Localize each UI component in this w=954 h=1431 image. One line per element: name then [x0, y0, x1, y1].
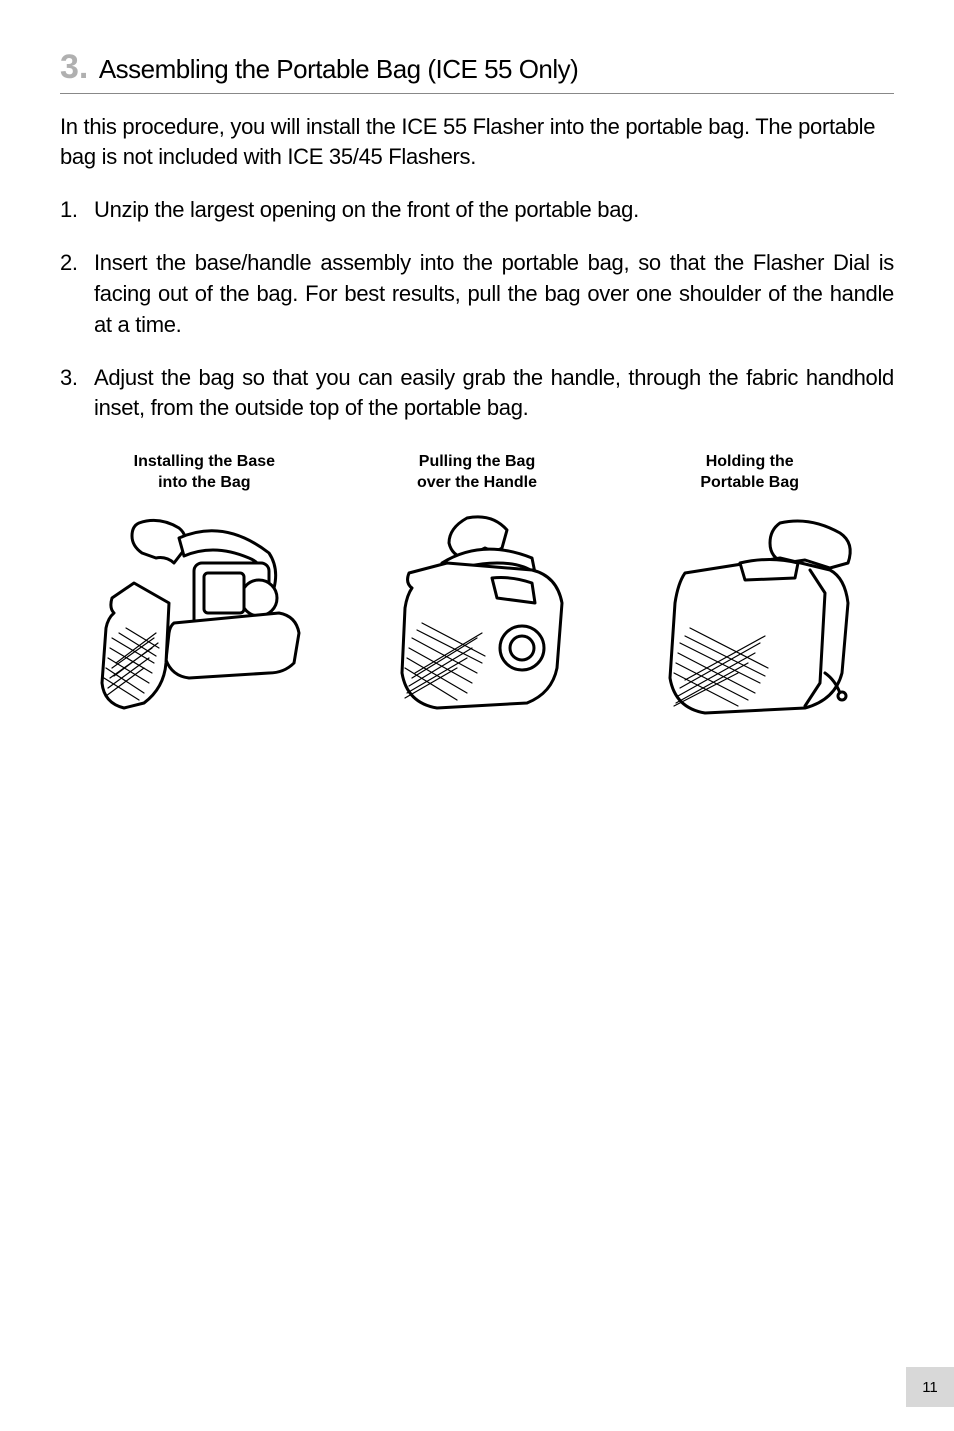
step-text: Insert the base/handle assembly into the…: [94, 250, 894, 337]
illustration-hold-bag: [630, 508, 870, 728]
figure-hold-bag: Holding the Portable Bag: [613, 452, 886, 728]
step-number: 3.: [60, 363, 78, 394]
figure-caption: Installing the Base into the Bag: [68, 452, 341, 494]
section-title-text: Assembling the Portable Bag (ICE 55 Only…: [99, 54, 579, 84]
list-item: 1. Unzip the largest opening on the fron…: [94, 195, 894, 226]
intro-paragraph: In this procedure, you will install the …: [60, 112, 894, 171]
figure-install-base: Installing the Base into the Bag: [68, 452, 341, 728]
illustration-install-base: [84, 508, 324, 728]
step-number: 2.: [60, 248, 78, 279]
list-item: 3. Adjust the bag so that you can easily…: [94, 363, 894, 425]
figure-pull-bag: Pulling the Bag over the Handle: [341, 452, 614, 728]
step-list: 1. Unzip the largest opening on the fron…: [60, 195, 894, 424]
section-heading: 3. Assembling the Portable Bag (ICE 55 O…: [60, 48, 894, 94]
figure-caption: Holding the Portable Bag: [613, 452, 886, 494]
figure-caption: Pulling the Bag over the Handle: [341, 452, 614, 494]
section-number: 3.: [60, 48, 88, 86]
step-number: 1.: [60, 195, 78, 226]
step-text: Adjust the bag so that you can easily gr…: [94, 365, 894, 421]
page-number: 11: [906, 1367, 954, 1407]
step-text: Unzip the largest opening on the front o…: [94, 197, 639, 222]
figure-row: Installing the Base into the Bag: [60, 452, 894, 728]
illustration-pull-bag: [357, 508, 597, 728]
list-item: 2. Insert the base/handle assembly into …: [94, 248, 894, 340]
